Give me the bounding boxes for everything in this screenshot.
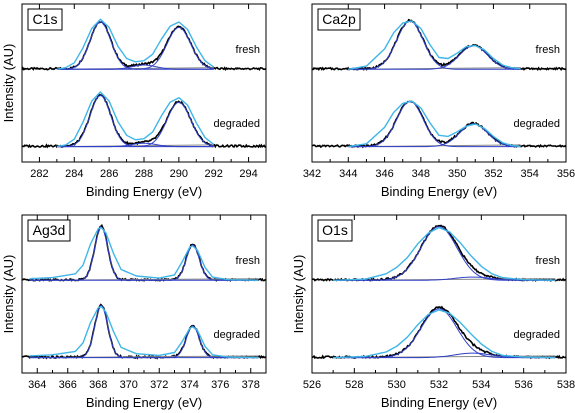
annotation-degraded: degraded: [514, 329, 561, 341]
panel-label-box: [317, 219, 353, 242]
x-tick-label: 348: [412, 168, 430, 180]
x-tick-label: 534: [472, 379, 490, 391]
x-tick-label: 378: [242, 379, 260, 391]
x-tick-label: 294: [239, 168, 257, 180]
panel-label: Ag3d: [33, 222, 66, 238]
panel-ag3d: 364 366 368 370 372 374 376 378 Binding Energy (…: [1, 214, 267, 410]
annotation-degraded: degraded: [214, 118, 261, 130]
component-peak-3: [56, 64, 214, 70]
annotation-fresh: fresh: [236, 44, 260, 56]
annotation-fresh: fresh: [236, 255, 260, 267]
envelope-fresh: [56, 18, 215, 70]
x-tick-label: 538: [557, 379, 575, 391]
envelope-degraded: [29, 305, 259, 359]
panel-c1s: 282 284 286 288 290 292 294 Binding Energy (eV)…: [1, 3, 267, 199]
component-peak-1: [348, 100, 521, 148]
annotation-fresh: fresh: [536, 255, 560, 267]
x-tick-label: 356: [557, 168, 575, 180]
panel-label-box: [27, 8, 63, 31]
x-tick-label: 528: [345, 379, 363, 391]
x-axis-title: Binding Energy (eV): [86, 184, 202, 199]
x-tick-label: 352: [484, 168, 502, 180]
component-peak-2: [29, 325, 259, 359]
component-peak-1: [56, 94, 214, 148]
component-peak-2: [333, 276, 556, 281]
x-tick-label: 374: [181, 379, 199, 391]
x-tick-label: 288: [135, 168, 153, 180]
panel-label-box: [27, 219, 71, 242]
component-peak-1: [348, 20, 521, 70]
x-tick-label: 344: [339, 168, 357, 180]
x-tick-label: 350: [448, 168, 466, 180]
x-tick-label: 532: [430, 379, 448, 391]
x-tick-label: 290: [170, 168, 188, 180]
panel-label: Ca2p: [322, 11, 356, 27]
envelope-fresh: [348, 20, 521, 70]
envelope-degraded: [56, 91, 215, 148]
x-tick-label: 346: [375, 168, 393, 180]
x-tick-label: 376: [211, 379, 229, 391]
y-axis-title: Intensity (AU): [1, 255, 16, 334]
x-tick-label: 286: [100, 168, 118, 180]
panel-label: O1s: [322, 222, 348, 238]
annotation-fresh: fresh: [536, 44, 560, 56]
annotation-degraded: degraded: [514, 118, 561, 130]
x-tick-label: 354: [521, 168, 539, 180]
x-tick-label: 372: [150, 379, 168, 391]
component-peak-3: [56, 142, 214, 148]
x-tick-label: 282: [30, 168, 48, 180]
x-tick-label: 342: [303, 168, 321, 180]
panel-o1s: 526 528 530 532 534 536 538 Binding Energy (eV)…: [291, 214, 575, 410]
x-tick-label: 284: [65, 168, 83, 180]
envelope-fresh: [333, 226, 556, 281]
x-tick-label: 368: [89, 379, 107, 391]
x-axis-title: Binding Energy (eV): [86, 395, 202, 410]
panel-label: C1s: [33, 11, 58, 27]
x-tick-label: 526: [303, 379, 321, 391]
component-peak-2: [29, 244, 259, 281]
component-peak-2: [348, 45, 521, 70]
x-tick-label: 536: [514, 379, 532, 391]
y-axis-title: Intensity (AU): [291, 255, 306, 334]
x-tick-label: 364: [28, 379, 46, 391]
component-peak-2: [333, 352, 556, 359]
envelope-fresh: [29, 226, 259, 281]
y-axis-title: Intensity (AU): [1, 44, 16, 123]
envelope-degraded: [333, 309, 556, 359]
panel-label-box: [317, 8, 361, 31]
x-axis-title: Binding Energy (eV): [381, 395, 497, 410]
panel-ca2p: 342 344 346 348 350 352 354 356 Binding Energy (…: [303, 3, 575, 199]
component-peak-1: [333, 226, 556, 281]
envelope-degraded: [348, 100, 521, 148]
x-tick-label: 370: [120, 379, 138, 391]
x-tick-label: 530: [387, 379, 405, 391]
annotation-degraded: degraded: [214, 329, 261, 341]
component-peak-2: [348, 123, 521, 148]
x-axis-title: Binding Energy (eV): [381, 184, 497, 199]
x-tick-label: 292: [205, 168, 223, 180]
x-tick-label: 366: [59, 379, 77, 391]
